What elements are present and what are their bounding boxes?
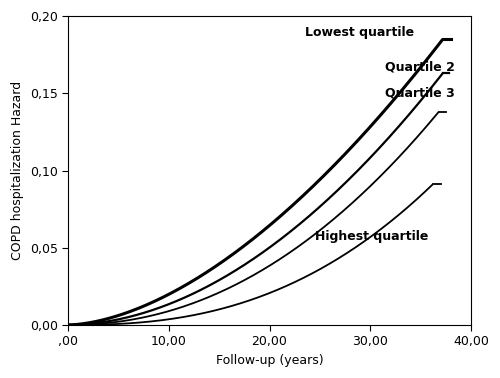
Text: Quartile 3: Quartile 3 bbox=[386, 87, 455, 99]
Text: Lowest quartile: Lowest quartile bbox=[305, 26, 414, 39]
Y-axis label: COPD hospitalization Hazard: COPD hospitalization Hazard bbox=[11, 81, 24, 260]
Text: Quartile 2: Quartile 2 bbox=[386, 60, 455, 73]
X-axis label: Follow-up (years): Follow-up (years) bbox=[216, 354, 324, 367]
Text: Highest quartile: Highest quartile bbox=[315, 230, 428, 243]
